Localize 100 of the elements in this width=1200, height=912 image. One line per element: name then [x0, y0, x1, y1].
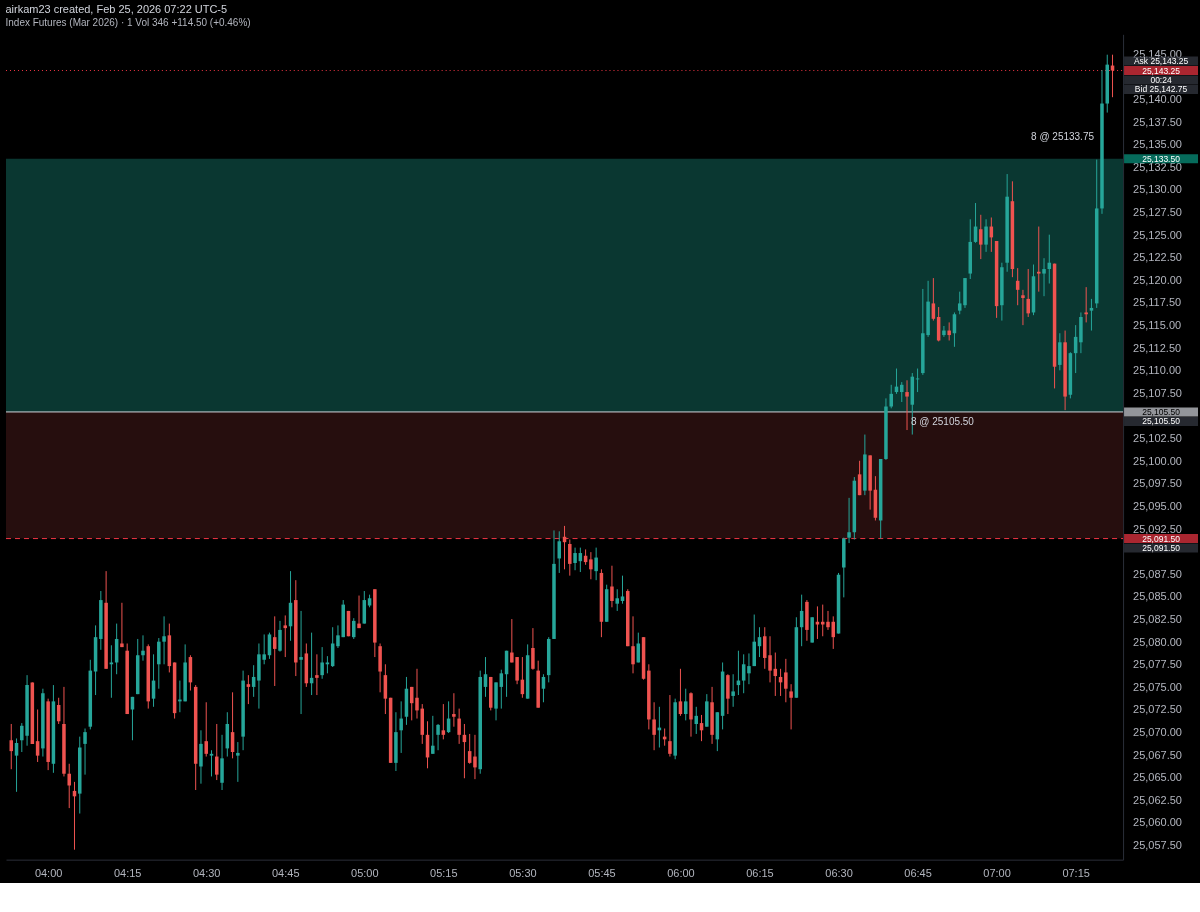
y-tick-label: 25,092.50 [1133, 522, 1182, 535]
text: 25,091.50 [1142, 543, 1181, 554]
text: Bid 25,142.75 [1134, 84, 1188, 95]
y-tick-label: 25,112.50 [1133, 341, 1182, 354]
x-tick-label: 04:45 [272, 867, 300, 880]
candlestick [889, 384, 893, 409]
candlestick [589, 551, 593, 580]
candlestick [905, 379, 909, 431]
candlestick [120, 602, 124, 648]
candlestick [1089, 298, 1094, 332]
candlestick [573, 547, 577, 571]
candlestick [947, 321, 951, 341]
x-tick-label: 06:15 [746, 867, 774, 880]
candlestick [157, 637, 161, 690]
x-tick-label: 04:15 [113, 867, 142, 880]
y-tick-label: 25,060.00 [1133, 816, 1182, 829]
x-tick-label: 07:00 [983, 867, 1011, 880]
candlestick [452, 692, 456, 728]
y-tick-label: 25,120.00 [1133, 273, 1182, 286]
candlestick [299, 610, 303, 715]
y-tick-label: 25,117.50 [1133, 296, 1182, 309]
y-tick-label: 25,107.50 [1133, 386, 1182, 399]
candlestick [747, 652, 751, 685]
candlestick [957, 291, 962, 315]
candlestick [615, 588, 619, 612]
candlestick [431, 715, 435, 755]
y-tick-label: 25,097.50 [1133, 477, 1182, 490]
candlestick [1042, 257, 1046, 297]
candlestick [67, 763, 71, 809]
candlestick [436, 723, 440, 751]
y-tick-label: 25,067.50 [1133, 748, 1182, 761]
x-tick-label: 05:45 [588, 867, 616, 880]
x-tick-label: 05:00 [351, 867, 379, 880]
y-tick-label: 25,125.00 [1133, 228, 1182, 241]
candlestick [1058, 332, 1062, 371]
y-tick-label: 25,062.50 [1133, 793, 1182, 806]
y-tick-label: 25,115.00 [1133, 319, 1182, 332]
candlestick [610, 565, 614, 608]
x-tick-label: 04:30 [192, 867, 221, 880]
y-tick-label: 25,075.00 [1133, 680, 1182, 693]
x-tick-label: 06:45 [904, 867, 932, 880]
x-tick-label: 06:30 [825, 867, 853, 880]
candlestick [826, 610, 830, 631]
text: 25,105.50 [1142, 416, 1181, 427]
candlestick [620, 575, 625, 605]
candlestick [246, 674, 251, 705]
candlestick [283, 614, 288, 658]
y-tick-label: 25,087.50 [1133, 567, 1182, 580]
ref-line-label: 25,091.50 [1142, 533, 1181, 544]
candlestick [441, 703, 446, 740]
candlestick [399, 700, 403, 754]
candlestick [789, 683, 793, 730]
chart-title: airkam23 created, Feb 25, 2026 07:22 UTC-5 [5, 3, 228, 16]
y-tick-label: 25,070.00 [1133, 726, 1182, 739]
candlestick [942, 325, 946, 338]
candlestick [199, 729, 203, 785]
x-tick-label: 05:15 [430, 867, 458, 880]
y-tick-label: 25,122.50 [1133, 251, 1182, 264]
candlestick [900, 381, 904, 403]
candlestick [652, 701, 656, 751]
x-tick-label: 04:00 [34, 867, 63, 880]
annotation: 8 @ 25133.75 [1031, 131, 1095, 143]
candlestick [726, 673, 730, 715]
y-tick-label: 25,095.00 [1133, 499, 1182, 512]
candlestick [847, 497, 851, 544]
candlestick [415, 668, 419, 720]
candlestick [731, 673, 735, 708]
y-tick-label: 25,137.50 [1133, 115, 1182, 128]
candlestick [979, 214, 983, 260]
annotation: 8 @ 25105.50 [911, 415, 975, 427]
candlestick [315, 653, 319, 696]
y-tick-label: 25,082.50 [1133, 612, 1182, 625]
candlestick [1084, 286, 1088, 323]
candlestick [236, 741, 240, 783]
candlestick [204, 701, 208, 758]
candlestick [109, 644, 114, 699]
y-tick-label: 25,080.00 [1133, 635, 1182, 648]
y-tick-label: 25,072.50 [1133, 703, 1182, 716]
y-tick-label: 25,130.00 [1133, 183, 1182, 196]
chart-subtitle: Index Futures (Mar 2026) · 1 Vol 346 +114.50 (+0.46%) [5, 17, 251, 29]
candlestick [1026, 268, 1030, 318]
candlestick [1021, 289, 1025, 326]
candlestick [631, 615, 635, 674]
y-tick-label: 25,127.50 [1133, 205, 1182, 218]
x-tick-label: 07:15 [1062, 867, 1090, 880]
candlestick [162, 615, 166, 665]
x-tick-label: 06:00 [667, 867, 695, 880]
x-tick-label: 05:30 [509, 867, 537, 880]
y-tick-label: 25,065.00 [1133, 771, 1182, 784]
candlestick [357, 595, 361, 629]
candlestick [531, 627, 535, 671]
y-tick-label: 25,110.00 [1133, 364, 1182, 377]
candlestick [215, 723, 219, 781]
candlestick [1037, 226, 1041, 293]
candlestick [209, 749, 214, 777]
y-tick-label: 25,085.00 [1133, 590, 1182, 603]
text: 00:24 [1150, 75, 1172, 86]
candlestick [594, 547, 598, 581]
y-tick-label: 25,140.00 [1133, 92, 1182, 105]
ref-line-label: 25,105.50 [1142, 406, 1181, 417]
